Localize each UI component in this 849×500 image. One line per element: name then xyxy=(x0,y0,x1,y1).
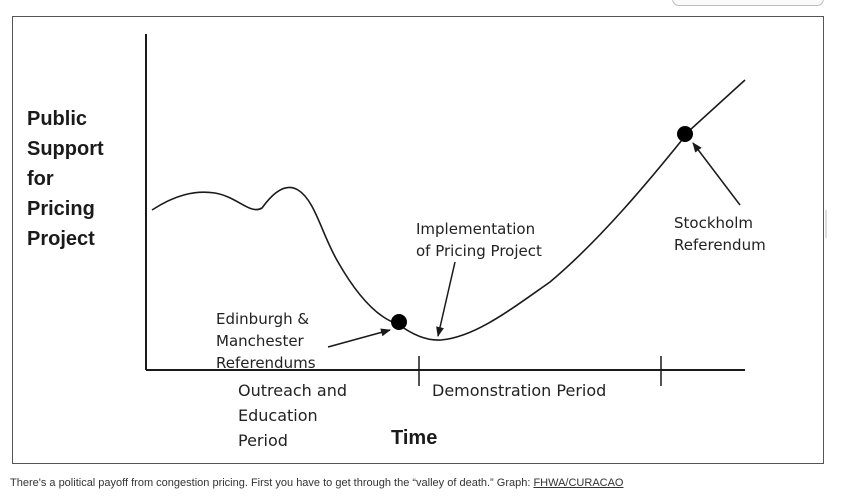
figure-caption: There's a political payoff from congesti… xyxy=(10,477,624,489)
edinburgh-manchester-annotation: Edinburgh & Manchester Referendums xyxy=(216,310,316,372)
edinburgh-arrow xyxy=(327,328,391,348)
figure-frame xyxy=(12,16,824,464)
support-curve xyxy=(151,79,746,341)
outreach-period-label: Outreach and Education Period xyxy=(238,381,348,450)
scroll-edge-mark xyxy=(825,210,827,238)
x-axis-label: Time xyxy=(391,427,438,449)
edinburgh-manchester-point xyxy=(391,314,407,330)
stockholm-annotation: Stockholm Referendum xyxy=(674,214,766,254)
implementation-arrow xyxy=(436,261,456,337)
stockholm-arrow xyxy=(692,142,741,206)
stockholm-point xyxy=(677,126,693,142)
caption-text: There's a political payoff from congesti… xyxy=(10,477,534,489)
y-axis-label: Public Support for Pricing Project xyxy=(27,108,104,250)
caption-credit-link[interactable]: FHWA/CURACAO xyxy=(533,477,624,489)
demonstration-period-label: Demonstration Period xyxy=(432,381,607,400)
support-curve-diagram xyxy=(145,34,746,386)
implementation-annotation: Implementation of Pricing Project xyxy=(416,220,542,260)
